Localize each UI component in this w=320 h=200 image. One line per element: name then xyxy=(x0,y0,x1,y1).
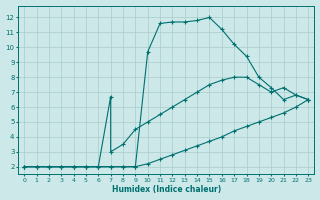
X-axis label: Humidex (Indice chaleur): Humidex (Indice chaleur) xyxy=(112,185,221,194)
